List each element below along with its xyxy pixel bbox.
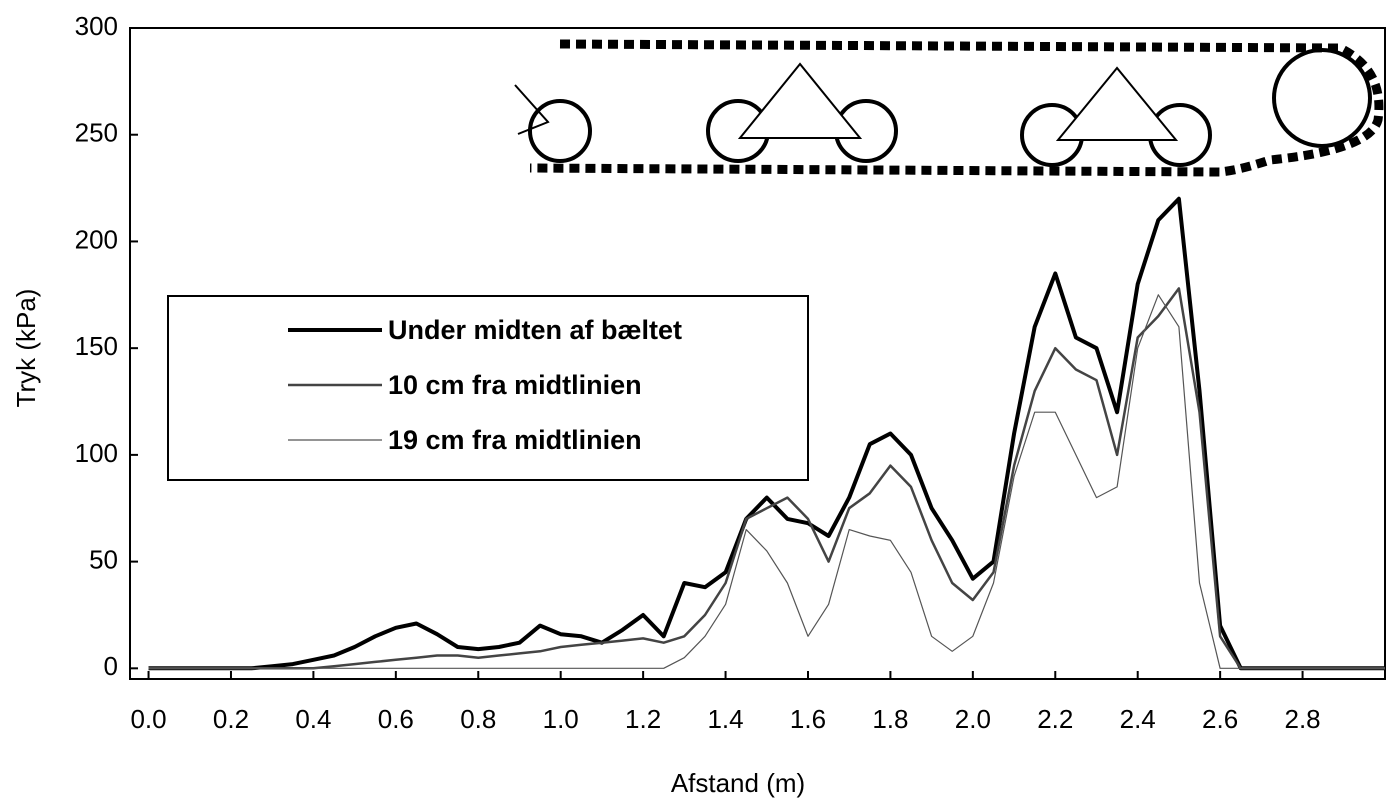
- y-tick-label: 250: [75, 118, 118, 148]
- x-tick-label: 2.6: [1202, 704, 1238, 734]
- y-tick-label: 200: [75, 224, 118, 254]
- x-tick-label: 1.2: [625, 704, 661, 734]
- legend-label: 19 cm fra midtlinien: [388, 425, 642, 455]
- x-tick-label: 0.0: [130, 704, 166, 734]
- y-tick-label: 300: [75, 11, 118, 41]
- y-tick-label: 0: [104, 651, 118, 681]
- x-tick-label: 0.6: [378, 704, 414, 734]
- x-tick-label: 1.0: [543, 704, 579, 734]
- x-tick-label: 1.8: [872, 704, 908, 734]
- x-tick-label: 2.4: [1120, 704, 1156, 734]
- track-diagram: [514, 39, 1384, 177]
- x-tick-label: 0.4: [295, 704, 331, 734]
- y-tick-label: 150: [75, 331, 118, 361]
- x-tick-label: 2.0: [955, 704, 991, 734]
- legend-label: 10 cm fra midtlinien: [388, 370, 642, 400]
- legend-label: Under midten af bæltet: [388, 315, 682, 345]
- x-tick-label: 2.8: [1284, 704, 1320, 734]
- x-axis-label: Afstand (m): [671, 768, 805, 798]
- x-tick-label: 0.8: [460, 704, 496, 734]
- x-tick-label: 1.6: [790, 704, 826, 734]
- y-axis-label: Tryk (kPa): [11, 289, 41, 408]
- y-tick-label: 100: [75, 438, 118, 468]
- series-line: [148, 196, 1385, 671]
- x-tick-label: 0.2: [213, 704, 249, 734]
- legend-box: [167, 295, 809, 481]
- x-tick-label: 1.4: [707, 704, 743, 734]
- series-line: [148, 287, 1385, 670]
- y-tick-label: 50: [89, 544, 118, 574]
- series-line: [148, 294, 1385, 669]
- x-tick-label: 2.2: [1037, 704, 1073, 734]
- plot-frame: [129, 27, 1386, 680]
